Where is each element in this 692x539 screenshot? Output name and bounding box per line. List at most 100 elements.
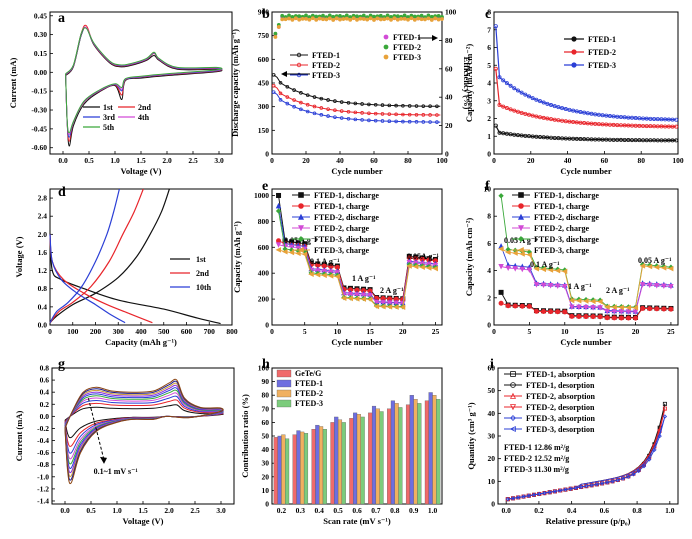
rate-point-FTED-3, charge <box>419 264 425 271</box>
capacity-point-FTED-1 <box>611 137 616 142</box>
rate-point-FTED-1, charge <box>505 303 511 309</box>
capacity-point-FTED-3 <box>339 116 344 120</box>
capacity-point-FTED-3 <box>299 107 303 112</box>
rate-point-FTED-1, discharge <box>498 289 504 295</box>
capacity-point-FTED-1 <box>292 88 296 92</box>
x-tick-label-e: 15 <box>366 327 374 336</box>
bar-FTED-1-0.9 <box>409 395 414 505</box>
y-tick-label-g: -0.4 <box>37 436 49 445</box>
y2-tick-label-b: 80 <box>445 36 453 45</box>
legend-marker-FTED-3, discharge <box>518 236 524 242</box>
rate-point-FTED-3, charge <box>432 265 438 272</box>
rate-point-FTED-1, charge <box>590 314 596 320</box>
y-tick-label-f: 6 <box>487 239 491 248</box>
capacity-point-FTED-3 <box>659 117 664 122</box>
absorption-point-FTED-1 <box>662 401 667 406</box>
rate-point-FTED-2, charge <box>576 304 582 311</box>
legend-marker-FTED-3, charge <box>517 246 524 254</box>
capacity-point-FTED-1 <box>582 137 587 142</box>
y-tick-label-c: 5 <box>487 61 491 70</box>
x-tick-label-e: 20 <box>399 327 407 336</box>
rate-point-FTED-2, charge <box>275 242 282 248</box>
capacity-point-FTED-2 <box>271 84 276 88</box>
absorption-point-FTED-3 <box>631 472 636 477</box>
capacity-point-FTED-2 <box>523 111 528 116</box>
capacity-point-FTED-1 <box>387 103 392 108</box>
capacity-point-FTED-3 <box>655 117 660 122</box>
capacity-point-FTED-1 <box>360 102 364 106</box>
rate-point-FTED-3, charge <box>590 298 596 305</box>
bar-GeTe/G-0.6 <box>349 418 354 505</box>
surface-area-label: FTED-2 12.52 m²/g <box>504 454 569 463</box>
capacity-point-FTED-2 <box>305 102 310 107</box>
efficiency-point-FTED-3 <box>433 16 438 21</box>
capacity-point-FTED-1 <box>421 104 426 108</box>
y-tick-label-b: 750 <box>258 31 270 40</box>
bar-FTED-1-0.3 <box>296 430 301 505</box>
x-axis-label-e: Cycle number <box>331 337 382 347</box>
y-tick-label-b: 900 <box>258 8 270 17</box>
capacity-point-FTED-2 <box>435 113 439 117</box>
y-tick-label-i: 20 <box>488 454 496 463</box>
absorption-point-FTED-2 <box>662 406 667 411</box>
rate-point-FTED-3, charge <box>373 303 380 310</box>
capacity-point-FTED-3 <box>666 117 671 122</box>
y-tick-label-g: -0.6 <box>37 448 49 457</box>
capacity-point-FTED-3 <box>407 119 412 124</box>
absorption-point-FTED-3 <box>563 487 568 492</box>
x-tick-label-a: 2.0 <box>162 156 172 165</box>
y-tick-label-c: 8 <box>487 8 491 17</box>
capacity-point-FTED-1 <box>333 99 337 103</box>
capacity-point-FTED-1 <box>596 137 601 142</box>
capacity-point-FTED-3 <box>560 106 565 111</box>
capacity-point-FTED-1 <box>435 104 439 109</box>
capacity-point-FTED-3 <box>615 114 620 119</box>
y-tick-label-e: 200 <box>258 295 270 304</box>
rate-point-FTED-3, charge <box>618 304 624 311</box>
rate-point-FTED-3, charge <box>498 246 504 252</box>
x-tick-label-i: 0.8 <box>632 506 642 515</box>
capacity-point-FTED-3 <box>630 115 635 120</box>
capacity-line-FTED-3 <box>495 26 677 121</box>
capacity-point-FTED-1 <box>633 138 638 143</box>
rate-point-FTED-3, charge <box>554 267 561 274</box>
y-tick-label-a: -0.30 <box>31 106 47 115</box>
y-tick-label-b: 150 <box>258 126 270 135</box>
absorption-point-FTED-3 <box>505 497 510 502</box>
efficiency-point-FTED-3 <box>314 18 319 22</box>
bar-FTED-3-0.2 <box>285 438 290 505</box>
bar-FTED-2-0.6 <box>356 414 361 505</box>
capacity-point-FTED-1 <box>585 137 590 142</box>
capacity-point-FTED-2 <box>428 113 432 117</box>
capacity-point-FTED-3 <box>367 118 371 123</box>
legend-eff-label-FTED-2: FTED-2 <box>393 43 421 52</box>
bar-GeTe/G-0.5 <box>330 422 335 505</box>
capacity-point-FTED-1 <box>600 137 605 142</box>
capacity-point-FTED-1 <box>401 103 405 108</box>
capacity-point-FTED-1 <box>549 135 554 140</box>
y-tick-label-f: 4 <box>487 266 491 275</box>
y-tick-label-e: 0 <box>265 321 269 330</box>
absorption-point-FTED-3 <box>537 491 542 497</box>
x-axis-label-c: Cycle number <box>560 166 611 176</box>
legend-marker-FTED-2, discharge <box>297 213 305 220</box>
efficiency-point-FTED-3 <box>382 17 387 22</box>
capacity-point-FTED-3 <box>530 96 535 101</box>
efficiency-point-FTED-3 <box>365 17 370 22</box>
y-tick-label-a: -0.45 <box>31 124 47 133</box>
capacity-point-FTED-1 <box>501 131 506 136</box>
rate-point-FTED-3, charge <box>533 266 539 272</box>
legend-label-FTED-3: FTED-3 <box>295 399 323 408</box>
capacity-point-FTED-3 <box>326 114 330 118</box>
capacity-point-FTED-3 <box>421 120 426 124</box>
capacity-point-FTED-2 <box>582 121 587 126</box>
capacity-point-FTED-2 <box>394 112 398 117</box>
efficiency-point-FTED-3 <box>327 16 332 21</box>
capacity-point-FTED-2 <box>618 123 623 128</box>
capacity-point-FTED-2 <box>299 100 303 105</box>
capacity-point-FTED-1 <box>545 135 550 140</box>
rate-point-FTED-2, charge <box>668 283 674 290</box>
capacity-point-FTED-1 <box>312 95 317 99</box>
capacity-point-FTED-3 <box>305 109 310 114</box>
efficiency-point-FTED-3 <box>341 17 346 21</box>
